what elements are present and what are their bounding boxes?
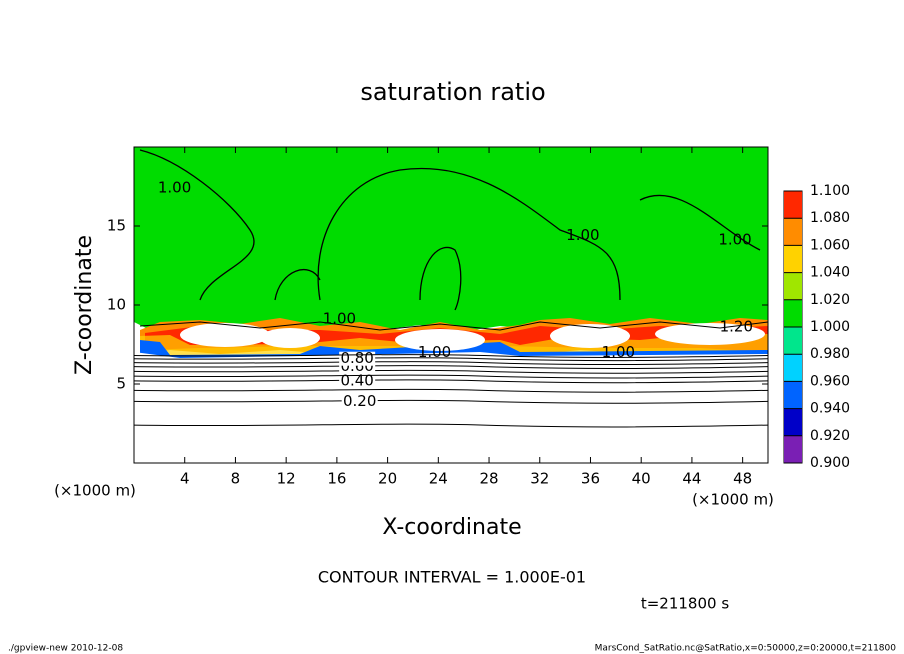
contour-label: 1.00 — [323, 310, 356, 328]
time-label: t=211800 s — [641, 595, 729, 613]
x-tick-label: 28 — [479, 470, 498, 488]
colorbar-band — [784, 327, 802, 355]
colorbar-label: 0.940 — [810, 401, 850, 417]
contour-line — [133, 354, 769, 358]
colorbar-label: 0.900 — [810, 455, 850, 471]
colorbar-band — [784, 245, 802, 273]
cloud — [550, 324, 630, 348]
colorbar-label: 1.060 — [810, 237, 850, 253]
colorbar-band — [784, 408, 802, 436]
colorbar-label: 0.920 — [810, 428, 850, 444]
colorbar-band — [784, 191, 802, 219]
contour-line — [133, 399, 769, 404]
x-tick-label: 20 — [378, 470, 397, 488]
contour-label: 1.00 — [158, 179, 191, 197]
contour-label: 1.00 — [418, 343, 451, 361]
colorbar-band — [784, 354, 802, 382]
colorbar-label: 0.980 — [810, 346, 850, 362]
contour-line-1 — [139, 149, 761, 311]
colorbar-band — [784, 435, 802, 463]
x-tick-label: 48 — [733, 470, 752, 488]
saturated-region — [134, 147, 768, 333]
colorbar-label: 1.080 — [810, 210, 850, 226]
chart-title: saturation ratio — [360, 78, 545, 106]
contour-line — [133, 374, 769, 379]
footer-left: ./gpview-new 2010-12-08 — [8, 644, 123, 654]
cloud — [180, 323, 270, 347]
y-tick-label: 15 — [107, 217, 126, 235]
colorbar-band — [784, 299, 802, 327]
contour-label-bg — [341, 394, 378, 409]
colorbar-label: 0.960 — [810, 373, 850, 389]
cloud — [395, 329, 485, 351]
colorbar-label: 1.020 — [810, 292, 850, 308]
x-tick-label: 16 — [327, 470, 346, 488]
subsaturated-region — [134, 352, 768, 463]
x-axis-title: X-coordinate — [382, 515, 521, 540]
colorbar-band — [784, 381, 802, 409]
contour-label: 0.20 — [343, 392, 376, 410]
x-tick-label: 24 — [429, 470, 448, 488]
x-tick-label: 40 — [632, 470, 651, 488]
y-axis-title: Z-coordinate — [72, 235, 97, 375]
contour-line — [133, 388, 769, 393]
contour-interval: CONTOUR INTERVAL = 1.000E-01 — [318, 568, 586, 587]
contour-label: 1.00 — [566, 226, 599, 244]
contour-line — [133, 379, 769, 384]
contour-label-bg — [339, 373, 376, 388]
contour-label: 1.00 — [602, 343, 635, 361]
colorbar-band — [784, 272, 802, 300]
contour-line — [133, 361, 769, 366]
colorbar-label: 1.100 — [810, 183, 850, 199]
contour-line — [133, 423, 769, 428]
colorbar-label: 1.000 — [810, 319, 850, 335]
colorbar-band — [784, 218, 802, 246]
x-tick-label: 8 — [231, 470, 241, 488]
y-tick-label: 10 — [107, 296, 126, 314]
x-tick-label: 12 — [277, 470, 296, 488]
footer-right: MarsCond_SatRatio.nc@SatRatio,x=0:50000,… — [595, 644, 897, 654]
contour-label: 0.80 — [340, 349, 373, 367]
x-tick-label: 32 — [530, 470, 549, 488]
y-tick-label: 5 — [116, 375, 126, 393]
contour-label: 1.00 — [718, 231, 751, 249]
field — [134, 147, 768, 463]
cloud — [655, 323, 765, 345]
x-tick-label: 36 — [581, 470, 600, 488]
contour-label: 1.20 — [720, 318, 753, 336]
x-tick-label: 4 — [180, 470, 190, 488]
contour-line — [133, 369, 769, 374]
contour-line — [133, 365, 769, 370]
x-tick-label: 44 — [682, 470, 701, 488]
colorbar-label: 1.040 — [810, 265, 850, 281]
contour-line — [133, 357, 769, 362]
contour-line-1 — [139, 321, 768, 331]
cloud — [260, 328, 320, 348]
x-unit: (×1000 m) — [54, 482, 136, 500]
x-unit: (×1000 m) — [692, 491, 774, 509]
